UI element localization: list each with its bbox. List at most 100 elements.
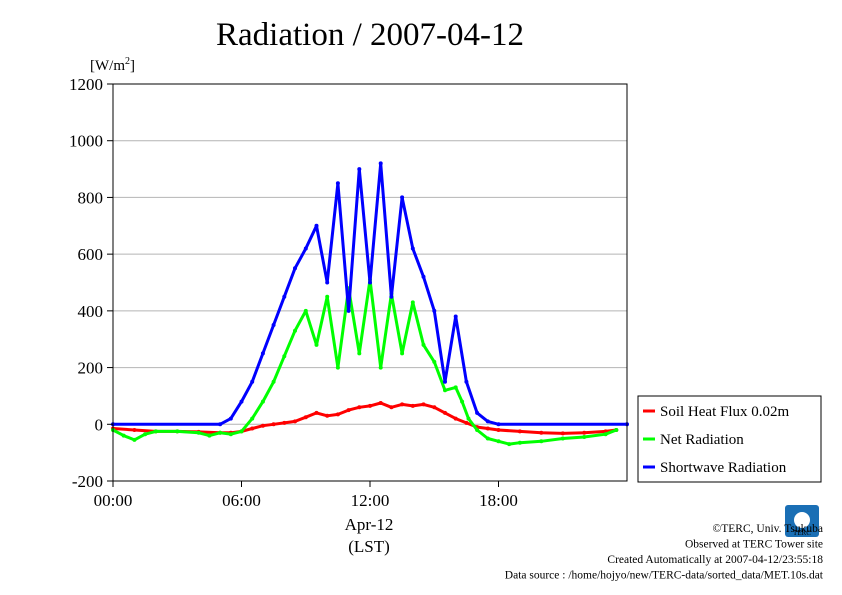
series-point-2 — [250, 379, 255, 384]
series-point-1 — [260, 399, 265, 404]
legend-label: Net Radiation — [660, 432, 744, 448]
series-point-2 — [485, 419, 490, 424]
y-tick-label: 0 — [95, 415, 104, 434]
x-tick-label: 18:00 — [479, 491, 518, 510]
series-point-2 — [368, 280, 372, 285]
series-point-0 — [368, 403, 372, 408]
series-point-1 — [466, 416, 471, 421]
credit-line: Observed at TERC Tower site — [685, 539, 823, 551]
series-point-0 — [443, 410, 447, 415]
x-tick-label: 12:00 — [351, 491, 390, 510]
y-axis: -200 0 200 400 600 800 1000 1200 — [69, 75, 113, 491]
y-tick-label: -200 — [72, 472, 103, 491]
series-point-0 — [335, 412, 340, 417]
series-point-1 — [314, 342, 319, 347]
series-point-2 — [239, 399, 244, 404]
series-point-2 — [496, 422, 501, 427]
legend-box — [637, 395, 822, 483]
series-point-2 — [432, 308, 437, 313]
series-point-1 — [507, 442, 512, 447]
series-point-1 — [293, 328, 297, 333]
series-point-1 — [196, 430, 201, 435]
credit-line: Data source : /home/hojyo/new/TERC-data/… — [505, 570, 824, 582]
series-point-1 — [460, 399, 465, 404]
series-point-2 — [325, 280, 330, 285]
series-point-2 — [475, 410, 480, 415]
series-group — [111, 161, 629, 447]
y-tick-label: 800 — [78, 188, 104, 207]
series-point-0 — [293, 419, 297, 424]
series-point-0 — [421, 402, 426, 407]
series-point-2 — [378, 161, 383, 166]
series-point-2 — [464, 379, 469, 384]
series-point-1 — [271, 379, 276, 384]
series-point-1 — [400, 351, 405, 356]
y-tick-label: 1200 — [69, 75, 103, 94]
series-point-0 — [132, 428, 137, 432]
series-point-0 — [325, 413, 330, 418]
series-point-1 — [357, 351, 362, 356]
series-point-2 — [293, 266, 297, 271]
series-point-1 — [475, 428, 480, 432]
series-point-2 — [421, 274, 426, 279]
series-point-2 — [271, 323, 276, 327]
series-point-1 — [207, 433, 212, 438]
y-tick-label: 600 — [78, 245, 104, 264]
series-point-1 — [335, 365, 340, 370]
series-point-0 — [582, 430, 587, 435]
y-tick-label: 400 — [78, 302, 104, 321]
series-point-1 — [228, 432, 233, 437]
series-point-2 — [303, 246, 308, 251]
series-point-0 — [271, 422, 276, 427]
legend-label: Shortwave Radiation — [660, 460, 787, 476]
series-line-0 — [111, 401, 618, 435]
y-axis-unit: [W/m2] — [90, 56, 135, 74]
series-point-1 — [153, 429, 158, 434]
series-point-0 — [357, 405, 362, 410]
chart-title: Radiation / 2007-04-12 — [216, 17, 524, 53]
series-point-1 — [239, 429, 244, 434]
series-point-0 — [260, 423, 265, 428]
series-point-2 — [346, 308, 351, 313]
series-point-1 — [121, 433, 126, 438]
x-axis-zone-label: (LST) — [348, 537, 390, 556]
series-line-2 — [111, 161, 629, 426]
series-point-1 — [421, 342, 426, 347]
series-point-0 — [539, 430, 544, 435]
series-point-2 — [400, 195, 405, 200]
series-point-2 — [335, 181, 340, 186]
credit-line: Created Automatically at 2007-04-12/23:5… — [607, 554, 823, 566]
series-point-1 — [410, 300, 415, 305]
series-point-1 — [496, 439, 501, 444]
series-point-1 — [603, 432, 608, 437]
series-point-0 — [517, 429, 522, 434]
terc-logo-circle — [794, 512, 810, 528]
series-point-2 — [260, 351, 265, 356]
terc-logo: TERC — [785, 505, 819, 537]
x-tick-label: 00:00 — [94, 491, 133, 510]
series-point-1 — [282, 354, 287, 359]
series-point-2 — [314, 223, 319, 228]
terc-logo-text: TERC — [793, 529, 811, 537]
legend-label: Soil Heat Flux 0.02m — [660, 404, 790, 420]
series-point-2 — [282, 294, 287, 299]
y-tick-label: 200 — [78, 359, 104, 378]
series-point-1 — [539, 439, 544, 444]
series-point-1 — [378, 365, 383, 370]
series-point-1 — [218, 430, 223, 435]
series-point-1 — [443, 388, 447, 393]
series-point-0 — [410, 403, 415, 408]
y-tick-label: 1000 — [69, 132, 103, 151]
series-point-2 — [218, 422, 223, 427]
series-point-1 — [560, 436, 565, 441]
series-point-2 — [228, 416, 233, 421]
credit-line: ©TERC, Univ. Tsukuba — [713, 523, 823, 535]
series-point-0 — [485, 426, 490, 431]
series-point-1 — [517, 440, 522, 445]
legend: Soil Heat Flux 0.02m Net Radiation Shortwa… — [637, 395, 822, 483]
series-point-0 — [453, 416, 458, 421]
series-point-2 — [453, 314, 458, 319]
series-point-0 — [314, 410, 319, 415]
x-axis: 00:00 06:00 12:00 18:00 — [94, 481, 518, 510]
